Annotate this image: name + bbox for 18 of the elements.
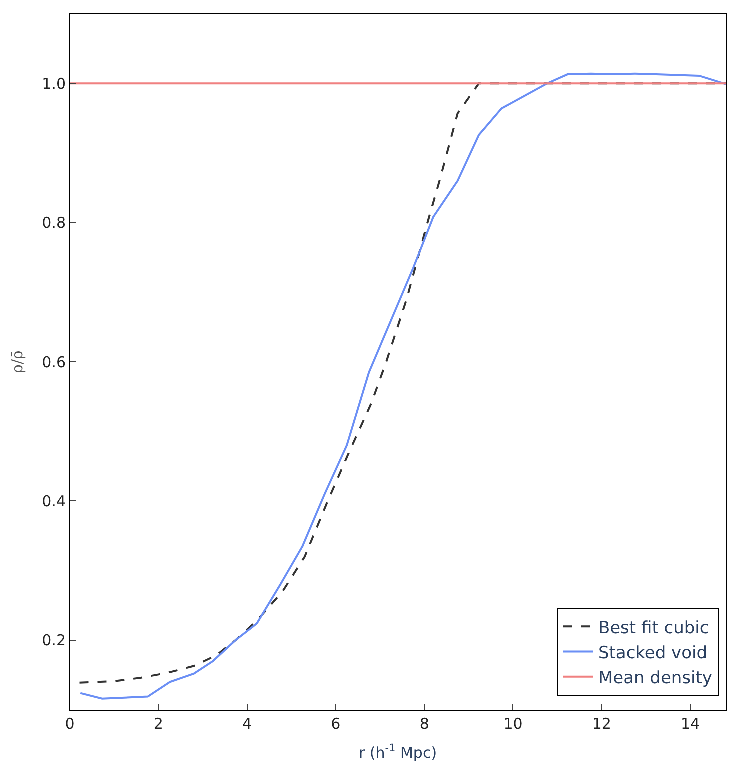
x-tick-label: 12: [592, 715, 612, 733]
x-tick-label: 2: [154, 715, 164, 733]
x-tick-label: 4: [242, 715, 252, 733]
y-tick-label: 0.6: [42, 353, 66, 372]
legend-label: Mean density: [598, 668, 713, 688]
x-tick-label: 0: [65, 715, 75, 733]
x-tick-label: 6: [331, 715, 341, 733]
legend-label: Stacked void: [598, 643, 708, 664]
x-tick-label: 14: [680, 715, 700, 733]
x-axis-title: r (h$^{-1}$ Mpc): [358, 742, 438, 762]
y-tick-label: 1.0: [42, 74, 66, 93]
legend-label: Best fit cubic: [598, 618, 710, 638]
y-axis-title: ρ/ρ̄: [8, 350, 26, 374]
x-tick-label: 8: [420, 715, 430, 733]
y-tick-label: 0.4: [42, 492, 66, 510]
x-tick-label: 10: [504, 715, 523, 733]
y-tick-label: 0.8: [42, 214, 66, 232]
y-tick-label: 0.2: [42, 632, 66, 650]
